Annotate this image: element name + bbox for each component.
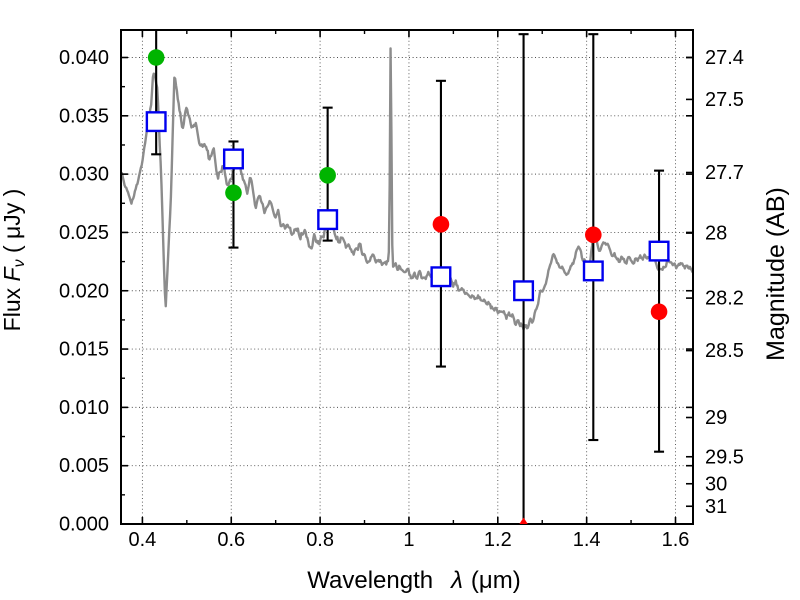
svg-text:1.6: 1.6 bbox=[662, 529, 690, 551]
svg-text:30: 30 bbox=[705, 473, 727, 495]
svg-text:28.5: 28.5 bbox=[705, 340, 744, 362]
svg-text:28: 28 bbox=[705, 223, 727, 245]
svg-text:27.7: 27.7 bbox=[705, 162, 744, 184]
svg-text:Magnitude (AB): Magnitude (AB) bbox=[762, 187, 790, 361]
svg-text:0.4: 0.4 bbox=[128, 529, 156, 551]
svg-text:27.5: 27.5 bbox=[705, 89, 744, 111]
svg-text:0.8: 0.8 bbox=[306, 529, 334, 551]
svg-text:0.025: 0.025 bbox=[59, 222, 109, 244]
svg-text:29.5: 29.5 bbox=[705, 446, 744, 468]
svg-text:1.2: 1.2 bbox=[484, 529, 512, 551]
svg-text:0.005: 0.005 bbox=[59, 455, 109, 477]
svg-text:0.035: 0.035 bbox=[59, 105, 109, 127]
svg-text:0.010: 0.010 bbox=[59, 397, 109, 419]
svg-text:1.4: 1.4 bbox=[573, 529, 601, 551]
svg-text:0.6: 0.6 bbox=[217, 529, 245, 551]
svg-text:0.020: 0.020 bbox=[59, 280, 109, 302]
svg-text:31: 31 bbox=[705, 496, 727, 518]
svg-text:0.015: 0.015 bbox=[59, 339, 109, 361]
svg-text:0.040: 0.040 bbox=[59, 47, 109, 69]
svg-text:28.2: 28.2 bbox=[705, 288, 744, 310]
svg-text:0.000: 0.000 bbox=[59, 514, 109, 536]
svg-text:Flux Fν ( μJy ): Flux Fν ( μJy ) bbox=[0, 189, 28, 332]
svg-text:29: 29 bbox=[705, 407, 727, 429]
svg-text:0.030: 0.030 bbox=[59, 164, 109, 186]
svg-text:27.4: 27.4 bbox=[705, 47, 744, 69]
svg-text:1: 1 bbox=[403, 529, 414, 551]
